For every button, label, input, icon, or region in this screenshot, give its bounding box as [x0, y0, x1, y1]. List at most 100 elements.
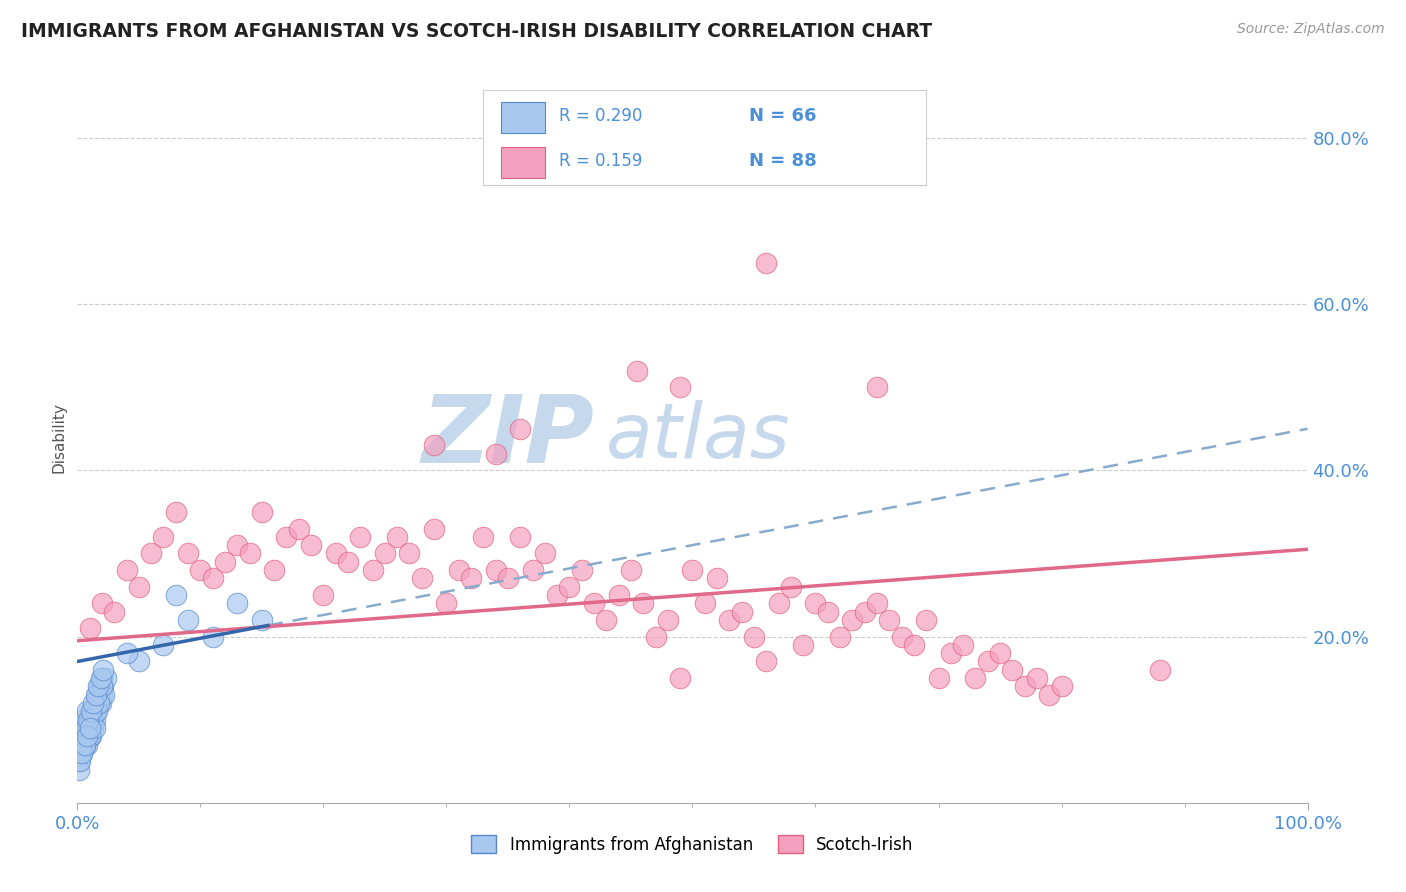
Point [84, 696, 107, 710]
Point [866, 380, 889, 394]
Point [79, 621, 101, 635]
Point [82, 713, 104, 727]
Point [80, 729, 103, 743]
Point [90, 671, 112, 685]
Point [620, 563, 643, 577]
Point [817, 605, 839, 619]
Point [965, 671, 987, 685]
Point [472, 530, 495, 544]
Point [841, 613, 863, 627]
Point [250, 505, 273, 519]
Point [201, 630, 224, 644]
Point [626, 363, 648, 377]
Point [82, 696, 104, 710]
Point [1038, 688, 1060, 702]
Point [75, 721, 97, 735]
Point [706, 571, 728, 585]
Point [90, 696, 112, 710]
Point [1014, 680, 1036, 694]
Point [67, 763, 90, 777]
Point [93, 688, 115, 702]
Point [534, 546, 557, 560]
Point [79, 729, 101, 743]
Point [91, 663, 114, 677]
Point [152, 530, 174, 544]
Point [87, 680, 110, 694]
Point [90, 680, 114, 694]
Point [447, 563, 470, 577]
Point [436, 596, 458, 610]
Point [128, 655, 150, 669]
Point [1026, 671, 1049, 685]
Point [188, 563, 212, 577]
Point [276, 530, 298, 544]
Point [79, 713, 101, 727]
Point [682, 563, 704, 577]
Point [90, 596, 114, 610]
Point [86, 705, 108, 719]
Point [89, 680, 111, 694]
Point [1001, 663, 1024, 677]
Point [755, 655, 778, 669]
Point [607, 588, 630, 602]
Point [201, 571, 224, 585]
Point [103, 605, 125, 619]
Point [87, 696, 110, 710]
Point [509, 422, 531, 436]
Point [288, 521, 311, 535]
Point [299, 538, 322, 552]
Point [165, 588, 187, 602]
Point [349, 530, 371, 544]
Point [70, 729, 93, 743]
Point [558, 580, 581, 594]
Point [595, 613, 617, 627]
Point [633, 596, 655, 610]
Point [82, 713, 104, 727]
Point [70, 738, 93, 752]
Point [496, 571, 519, 585]
Point [1149, 663, 1171, 677]
Point [115, 563, 138, 577]
Point [768, 596, 790, 610]
Point [80, 705, 103, 719]
Point [792, 638, 814, 652]
Point [69, 746, 91, 760]
Point [67, 721, 90, 735]
Point [928, 671, 950, 685]
Point [94, 671, 117, 685]
Text: ZIP: ZIP [422, 391, 595, 483]
Point [79, 721, 101, 735]
Point [70, 746, 93, 760]
Point [76, 729, 98, 743]
Point [522, 563, 544, 577]
Point [70, 746, 93, 760]
Point [79, 721, 101, 735]
Point [988, 646, 1011, 660]
Point [76, 705, 98, 719]
Point [890, 630, 912, 644]
Point [84, 705, 107, 719]
Point [214, 555, 236, 569]
Point [89, 696, 111, 710]
Point [72, 713, 94, 727]
Legend: Immigrants from Afghanistan, Scotch-Irish: Immigrants from Afghanistan, Scotch-Iris… [464, 829, 921, 860]
Point [669, 671, 692, 685]
Point [879, 613, 901, 627]
Point [69, 738, 91, 752]
Point [177, 546, 200, 560]
Point [82, 705, 104, 719]
Point [86, 688, 108, 702]
Point [830, 630, 852, 644]
Point [915, 613, 938, 627]
Point [70, 729, 93, 743]
Point [239, 546, 262, 560]
Point [385, 530, 409, 544]
Point [72, 738, 94, 752]
Point [67, 754, 90, 768]
Point [361, 563, 384, 577]
Point [152, 638, 174, 652]
Point [644, 630, 666, 644]
Point [77, 713, 100, 727]
Point [226, 538, 249, 552]
Point [263, 563, 285, 577]
